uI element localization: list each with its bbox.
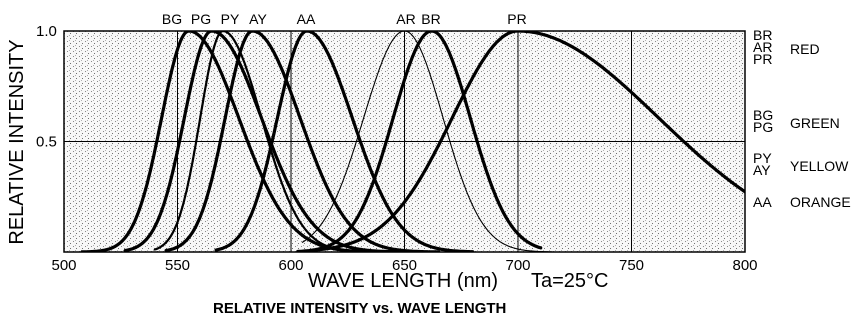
temperature-annotation: Ta=25°C <box>531 270 609 292</box>
x-tick-label: 600 <box>278 257 303 274</box>
peak-label-pg: PG <box>191 11 211 27</box>
y-tick-label: 0.5 <box>36 134 57 151</box>
x-tick-label: 700 <box>505 257 530 274</box>
peak-label-bg: BG <box>162 11 182 27</box>
x-tick-label: 550 <box>165 257 190 274</box>
plot-frame <box>63 30 746 253</box>
peak-label-aa: AA <box>297 11 316 27</box>
legend-code-pr: PR <box>753 51 772 67</box>
x-tick-label: 800 <box>732 257 757 274</box>
legend-code-pg: PG <box>753 119 773 135</box>
peak-label-ay: AY <box>249 11 267 27</box>
legend-code-br: BR <box>753 27 772 43</box>
x-tick-label: 750 <box>619 257 644 274</box>
series-line-ay <box>164 31 441 252</box>
x-tick-label: 500 <box>51 257 76 274</box>
legend-color-red: RED <box>790 41 820 57</box>
peak-labels: BG PG PY AY AA AR BR PR <box>162 11 527 27</box>
legend-code-aa: AA <box>753 194 772 210</box>
legend-code-ar: AR <box>753 39 772 55</box>
peak-label-br: BR <box>421 11 440 27</box>
x-tick-labels: 500 550 600 650 700 750 800 <box>51 257 757 274</box>
y-tick-labels: 0.5 1.0 <box>36 23 57 151</box>
grid <box>64 31 745 252</box>
chart-title: RELATIVE INTENSITY vs. WAVE LENGTH <box>213 300 506 317</box>
legend-color-orange: ORANGE <box>790 194 851 210</box>
peak-label-py: PY <box>221 11 240 27</box>
peak-label-ar: AR <box>396 11 415 27</box>
legend-code-ay: AY <box>753 162 771 178</box>
legend-code-py: PY <box>753 150 772 166</box>
series-line-ar <box>301 31 553 252</box>
legend-color-yellow: YELLOW <box>790 158 849 174</box>
x-axis-label: WAVE LENGTH (nm) <box>308 270 498 292</box>
y-tick-label: 1.0 <box>36 23 57 40</box>
series-line-aa <box>214 31 475 252</box>
series-line-br <box>296 31 543 252</box>
legend-color-green: GREEN <box>790 115 840 131</box>
x-tick-label: 650 <box>392 257 417 274</box>
peak-label-pr: PR <box>507 11 526 27</box>
legend-code-bg: BG <box>753 107 773 123</box>
y-axis-label: RELATIVE INTENSITY <box>6 39 28 244</box>
